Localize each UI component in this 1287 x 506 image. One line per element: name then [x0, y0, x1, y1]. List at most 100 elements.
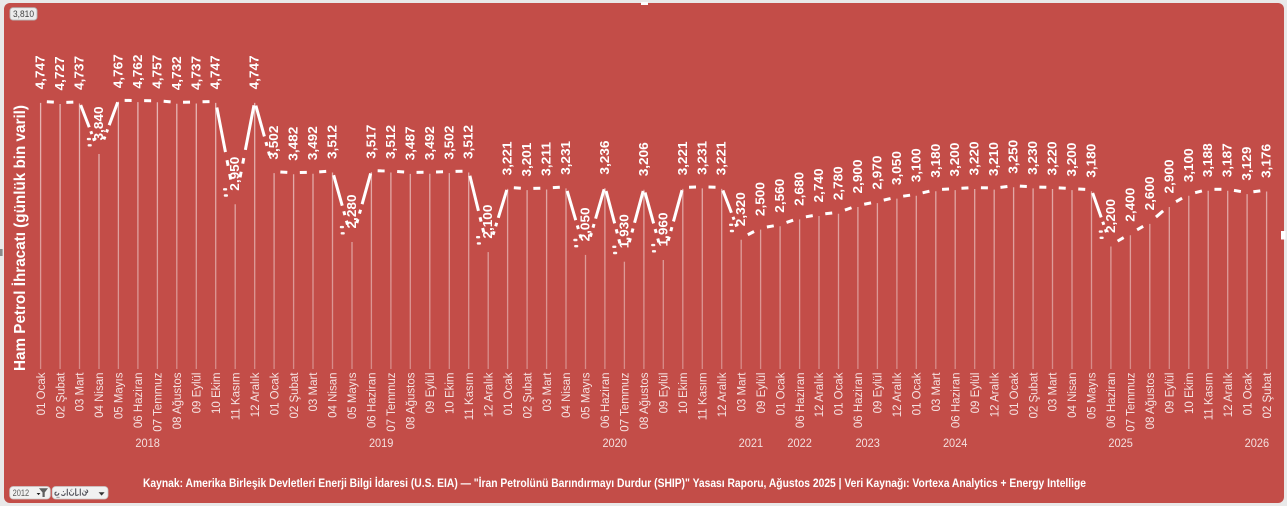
- svg-text:3,492: 3,492: [423, 126, 437, 160]
- svg-text:2025: 2025: [1108, 438, 1133, 450]
- svg-text:2020: 2020: [602, 438, 627, 450]
- svg-text:3,206: 3,206: [637, 142, 651, 176]
- svg-text:11 Kasım: 11 Kasım: [1203, 373, 1215, 421]
- svg-text:2018: 2018: [135, 438, 160, 450]
- svg-text:2,500: 2,500: [754, 182, 768, 216]
- svg-text:2026: 2026: [1245, 438, 1270, 450]
- svg-text:02 Şubat: 02 Şubat: [55, 372, 67, 419]
- svg-text:04 Nisan: 04 Nisan: [561, 373, 573, 418]
- svg-text:01 Ocak: 01 Ocak: [36, 372, 48, 415]
- svg-text:3,512: 3,512: [384, 125, 398, 159]
- svg-text:3,187: 3,187: [1221, 143, 1235, 177]
- svg-text:3,220: 3,220: [1046, 141, 1060, 175]
- svg-text:06 Haziran: 06 Haziran: [367, 373, 379, 429]
- svg-text:06 Haziran: 06 Haziran: [133, 373, 145, 429]
- svg-text:4,747: 4,747: [248, 55, 262, 89]
- svg-text:04 Nisan: 04 Nisan: [328, 373, 340, 418]
- svg-text:3,050: 3,050: [890, 151, 904, 185]
- svg-text:2023: 2023: [855, 438, 880, 450]
- svg-text:12 Aralık: 12 Aralık: [1223, 372, 1235, 417]
- svg-text:4,757: 4,757: [150, 55, 164, 89]
- svg-text:2,600: 2,600: [1143, 176, 1157, 210]
- svg-text:3,250: 3,250: [1007, 140, 1021, 174]
- svg-text:3,180: 3,180: [929, 144, 943, 178]
- svg-text:1,960: 1,960: [656, 212, 670, 246]
- svg-text:06 Haziran: 06 Haziran: [853, 373, 865, 429]
- svg-text:2021: 2021: [739, 438, 764, 450]
- svg-text:2024: 2024: [943, 438, 968, 450]
- svg-text:3,231: 3,231: [559, 141, 573, 175]
- svg-text:11 Kasım: 11 Kasım: [230, 373, 242, 421]
- svg-text:08 Ağustos: 08 Ağustos: [406, 372, 418, 429]
- svg-text:12 Aralık: 12 Aralık: [892, 372, 904, 417]
- svg-text:05 Mayıs: 05 Mayıs: [114, 372, 126, 419]
- svg-text:03 Mart: 03 Mart: [542, 372, 554, 412]
- svg-text:12 Aralık: 12 Aralık: [483, 372, 495, 417]
- svg-text:05 Mayıs: 05 Mayıs: [581, 372, 593, 419]
- svg-text:2,100: 2,100: [481, 205, 495, 239]
- svg-text:4,747: 4,747: [34, 55, 48, 89]
- svg-text:10 Ekim: 10 Ekim: [445, 373, 457, 415]
- svg-text:2012: 2012: [13, 488, 30, 498]
- svg-text:3,220: 3,220: [968, 141, 982, 175]
- svg-text:Ham Petrol İhracatı (günlük bi: Ham Petrol İhracatı (günlük bin varil): [12, 105, 29, 371]
- svg-text:01 Ocak: 01 Ocak: [269, 372, 281, 415]
- svg-text:3,221: 3,221: [676, 141, 690, 175]
- svg-text:3,100: 3,100: [1182, 148, 1196, 182]
- svg-text:07 Temmuz: 07 Temmuz: [1126, 372, 1138, 431]
- svg-text:4,732: 4,732: [170, 56, 184, 90]
- svg-text:09 Eylül: 09 Eylül: [425, 373, 437, 414]
- svg-text:03 Mart: 03 Mart: [1048, 372, 1060, 412]
- svg-text:3,211: 3,211: [540, 142, 554, 176]
- svg-text:08 Ağustos: 08 Ağustos: [1145, 372, 1157, 429]
- svg-text:12 Aralık: 12 Aralık: [717, 372, 729, 417]
- svg-text:3,221: 3,221: [715, 141, 729, 175]
- svg-text:4,747: 4,747: [209, 55, 223, 89]
- svg-text:3,201: 3,201: [520, 143, 534, 177]
- svg-text:2,400: 2,400: [1123, 188, 1137, 222]
- svg-text:01 Ocak: 01 Ocak: [1009, 372, 1021, 415]
- svg-text:2,320: 2,320: [734, 192, 748, 226]
- svg-text:4,767: 4,767: [111, 54, 125, 88]
- svg-text:3,512: 3,512: [326, 125, 340, 159]
- svg-text:2,680: 2,680: [793, 172, 807, 206]
- svg-text:3,221: 3,221: [501, 141, 515, 175]
- svg-text:11 Kasım: 11 Kasım: [698, 373, 710, 421]
- svg-text:08 Ağustos: 08 Ağustos: [172, 372, 184, 429]
- svg-text:02 Şubat: 02 Şubat: [289, 372, 301, 419]
- svg-text:09 Eylül: 09 Eylül: [659, 373, 671, 414]
- svg-text:01 Ocak: 01 Ocak: [775, 372, 787, 415]
- svg-text:2,740: 2,740: [812, 168, 826, 202]
- svg-text:12 Aralık: 12 Aralık: [814, 372, 826, 417]
- svg-text:06 Haziran: 06 Haziran: [950, 373, 962, 429]
- svg-text:2,280: 2,280: [345, 194, 359, 228]
- svg-text:4,737: 4,737: [189, 56, 203, 90]
- svg-text:3,100: 3,100: [909, 148, 923, 182]
- svg-text:3,482: 3,482: [287, 127, 301, 161]
- svg-text:04 Nisan: 04 Nisan: [94, 373, 106, 418]
- svg-text:3,236: 3,236: [598, 141, 612, 175]
- svg-text:2,950: 2,950: [228, 157, 242, 191]
- svg-text:3,502: 3,502: [267, 126, 281, 160]
- svg-text:01 Ocak: 01 Ocak: [503, 372, 515, 415]
- svg-text:3,492: 3,492: [306, 126, 320, 160]
- svg-text:3,230: 3,230: [1026, 141, 1040, 175]
- svg-text:01 Ocak: 01 Ocak: [912, 372, 924, 415]
- svg-text:01 Ocak: 01 Ocak: [834, 372, 846, 415]
- svg-text:2019: 2019: [369, 438, 394, 450]
- svg-text:06 Haziran: 06 Haziran: [600, 373, 612, 429]
- svg-text:2,900: 2,900: [1162, 159, 1176, 193]
- svg-text:3,517: 3,517: [364, 125, 378, 159]
- svg-text:09 Eylül: 09 Eylül: [873, 373, 885, 414]
- svg-text:3,231: 3,231: [695, 141, 709, 175]
- svg-text:11 Kasım: 11 Kasım: [464, 373, 476, 421]
- svg-text:2,200: 2,200: [1104, 199, 1118, 233]
- svg-text:08 Ağustos: 08 Ağustos: [639, 372, 651, 429]
- svg-text:Kaynak: Amerika Birleşik Devle: Kaynak: Amerika Birleşik Devletleri Ener…: [143, 477, 1086, 490]
- svg-text:3,176: 3,176: [1260, 144, 1274, 178]
- svg-text:12 Aralık: 12 Aralık: [989, 372, 1001, 417]
- svg-text:2,780: 2,780: [832, 166, 846, 200]
- svg-text:3,487: 3,487: [403, 126, 417, 160]
- svg-text:09 Eylül: 09 Eylül: [970, 373, 982, 414]
- svg-text:3,200: 3,200: [1065, 143, 1079, 177]
